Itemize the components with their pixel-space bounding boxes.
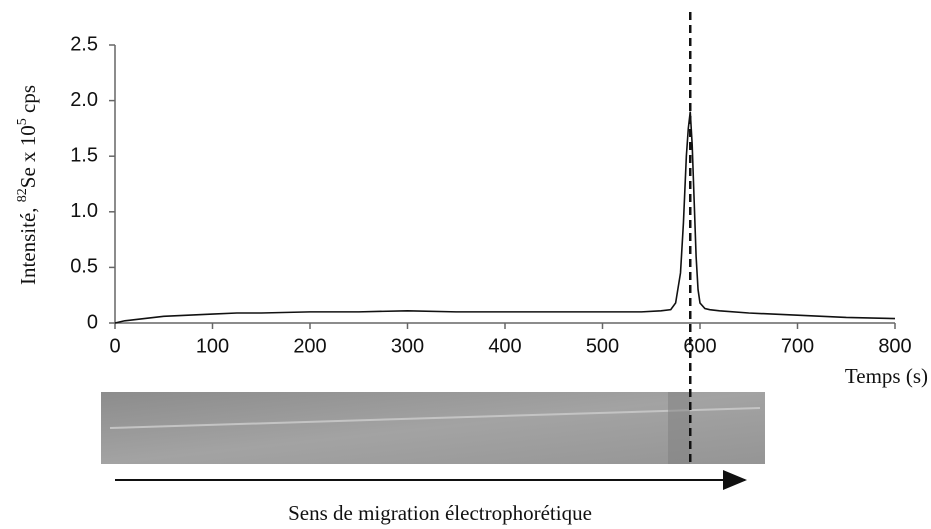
- y-label-sup: 82: [15, 188, 30, 202]
- gel-image: [101, 392, 765, 464]
- x-tick-label: 700: [781, 335, 814, 357]
- gel-spot: [668, 392, 690, 464]
- line-series: [114, 111, 896, 324]
- x-tick-label: 600: [683, 335, 716, 357]
- x-tick-label: 800: [878, 335, 911, 357]
- y-label-part: Intensité,: [16, 202, 40, 285]
- y-tick-label: 2.5: [70, 33, 98, 55]
- x-axis-label: Temps (s): [845, 364, 928, 388]
- y-tick-label: 0: [87, 311, 98, 333]
- y-axis-label: Intensité, 82Se x 105 cps: [15, 85, 40, 285]
- y-tick-label: 2.0: [70, 89, 98, 111]
- x-tick-label: 200: [293, 335, 326, 357]
- y-tick-label: 1.0: [70, 200, 98, 222]
- x-tick-label: 500: [586, 335, 619, 357]
- x-tick-label: 100: [196, 335, 229, 357]
- gel-band: [109, 407, 761, 429]
- y-label-sup: 5: [15, 118, 30, 125]
- y-label-part: Se x 10: [16, 125, 40, 188]
- y-tick-label: 1.5: [70, 144, 98, 166]
- y-label-part: cps: [16, 85, 40, 118]
- caption: Sens de migration électrophorétique: [288, 501, 592, 525]
- x-tick-label: 400: [488, 335, 521, 357]
- y-tick-label: 0.5: [70, 256, 98, 278]
- x-tick-label: 0: [109, 335, 120, 357]
- x-tick-label: 300: [391, 335, 424, 357]
